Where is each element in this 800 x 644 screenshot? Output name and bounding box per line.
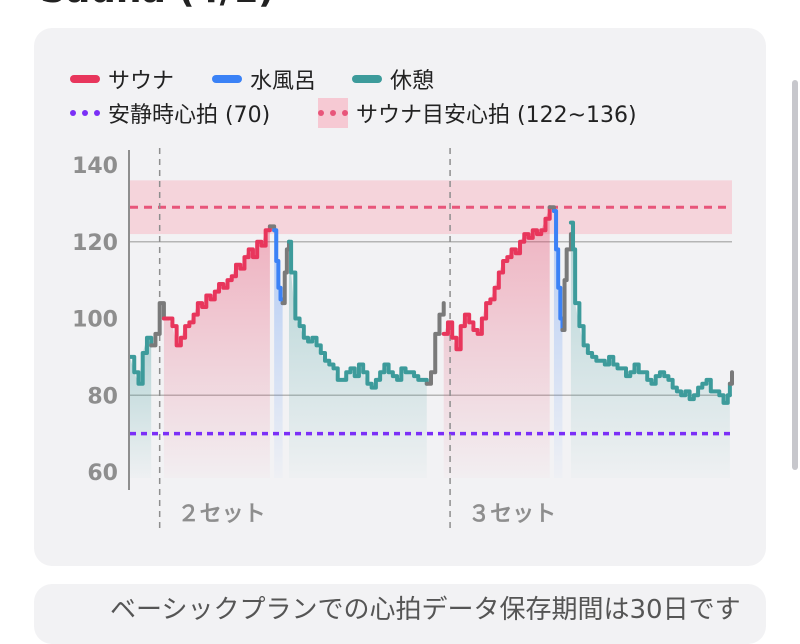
legend-label-rest: 休憩	[390, 69, 435, 94]
series-line-transition-7	[424, 301, 446, 386]
legend-swatch-rest	[352, 75, 382, 83]
area-sauna-2	[163, 226, 270, 478]
legend-swatch-resting-hr	[70, 109, 100, 117]
series-line-cold_bath-4	[272, 228, 285, 306]
y-tick-label-60: 60	[87, 461, 118, 486]
data-retention-notice: ベーシックプランでの心拍データ保存期間は30日です	[110, 595, 741, 625]
set-marker-label-2: ３セット	[468, 502, 556, 527]
series-line-cold_bath-10	[551, 209, 565, 333]
area-sauna-8	[443, 207, 550, 478]
legend-item-sauna: サウナ	[70, 64, 174, 94]
series-line-transition-11	[560, 232, 573, 333]
series-line-transition-13	[727, 370, 734, 386]
series-line-transition-5	[280, 239, 291, 306]
legend-item-resting-hr: 安静時心拍 (70)	[70, 98, 270, 128]
legend-swatch-target-hr	[318, 98, 348, 128]
scrollbar[interactable]	[792, 80, 798, 470]
series-line-rest-12	[568, 220, 732, 405]
legend-label-target-hr: サウナ目安心拍 (122~136)	[356, 103, 637, 128]
heart-rate-chart: ２セット ３セット 60 80 100 120 140	[72, 148, 734, 528]
legend-label-sauna: サウナ	[108, 69, 175, 94]
area-rest-0	[130, 337, 152, 478]
chart-legend: サウナ 水風呂 休憩 安静時心拍 (70) サウナ目安心拍 (122~136)	[34, 60, 754, 132]
legend-label-resting-hr: 安静時心拍 (70)	[108, 103, 271, 128]
y-tick-label-100: 100	[72, 308, 118, 333]
area-rest-12	[570, 222, 730, 478]
legend-item-target-hr: サウナ目安心拍 (122~136)	[318, 98, 637, 128]
series-line-rest-0	[128, 335, 154, 386]
area-cold_bath-10	[553, 211, 563, 479]
area-cold_bath-4	[274, 230, 283, 478]
series-line-transition-1	[149, 301, 166, 348]
legend-swatch-cold-bath	[212, 75, 242, 83]
series-line-rest-6	[286, 239, 429, 390]
legend-label-cold-bath: 水風呂	[250, 69, 317, 94]
y-tick-label-120: 120	[72, 231, 118, 256]
series-line-sauna-2	[161, 224, 272, 348]
series-line-sauna-8	[441, 205, 552, 352]
legend-item-cold-bath: 水風呂	[212, 64, 316, 94]
area-rest-6	[288, 241, 427, 478]
y-tick-label-140: 140	[72, 154, 118, 179]
page-title-fragment: Sauna (4/1)	[40, 0, 274, 11]
y-tick-label-80: 80	[87, 384, 118, 409]
legend-swatch-sauna	[70, 75, 100, 83]
set-marker-label-1: ２セット	[178, 502, 266, 527]
legend-item-rest: 休憩	[352, 64, 434, 94]
